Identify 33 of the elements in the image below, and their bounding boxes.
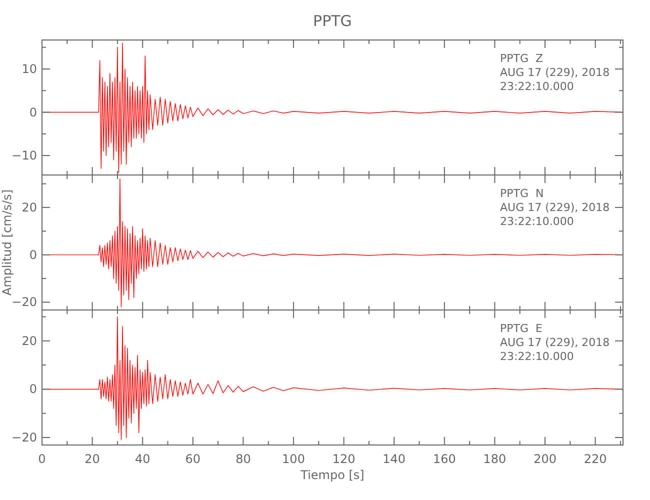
x-tick-label: 120: [332, 452, 356, 466]
y-tick-label: 20: [22, 334, 37, 348]
annotation: 23:22:10.000: [500, 215, 574, 228]
x-tick-label: 60: [185, 452, 201, 466]
x-tick-label: 220: [584, 452, 607, 466]
y-tick-label: −20: [12, 430, 37, 445]
y-tick-label: 10: [22, 62, 37, 76]
y-tick-label: 0: [29, 105, 37, 120]
x-tick-label: 20: [84, 452, 100, 466]
annotation: 23:22:10.000: [500, 80, 574, 93]
annotation: AUG 17 (229), 2018: [500, 336, 610, 349]
annotation: AUG 17 (229), 2018: [500, 66, 610, 79]
x-tick-label: 40: [134, 452, 150, 466]
x-tick-label: 0: [38, 452, 46, 466]
y-tick-label: 0: [29, 382, 37, 396]
x-tick-label: 100: [282, 452, 305, 466]
x-tick-label: 180: [483, 452, 506, 466]
annotation: PPTG N: [500, 187, 544, 200]
y-tick-label: 20: [22, 200, 37, 214]
x-tick-label: 200: [534, 452, 556, 466]
annotation: PPTG Z: [500, 52, 544, 65]
annotation: 23:22:10.000: [500, 350, 574, 363]
x-tick-label: 80: [236, 452, 251, 466]
chart-title: PPTG: [313, 12, 352, 30]
y-axis-title: Amplitud [cm/s/s]: [0, 189, 14, 296]
y-tick-label: −20: [12, 295, 37, 310]
x-axis-title: Tiempo [s]: [300, 468, 364, 482]
y-tick-label: 0: [29, 248, 37, 262]
y-tick-label: −10: [12, 148, 37, 163]
x-tick-label: 160: [432, 452, 456, 466]
x-tick-label: 140: [382, 452, 406, 466]
annotation: AUG 17 (229), 2018: [500, 201, 610, 214]
annotation: PPTG E: [500, 322, 543, 335]
